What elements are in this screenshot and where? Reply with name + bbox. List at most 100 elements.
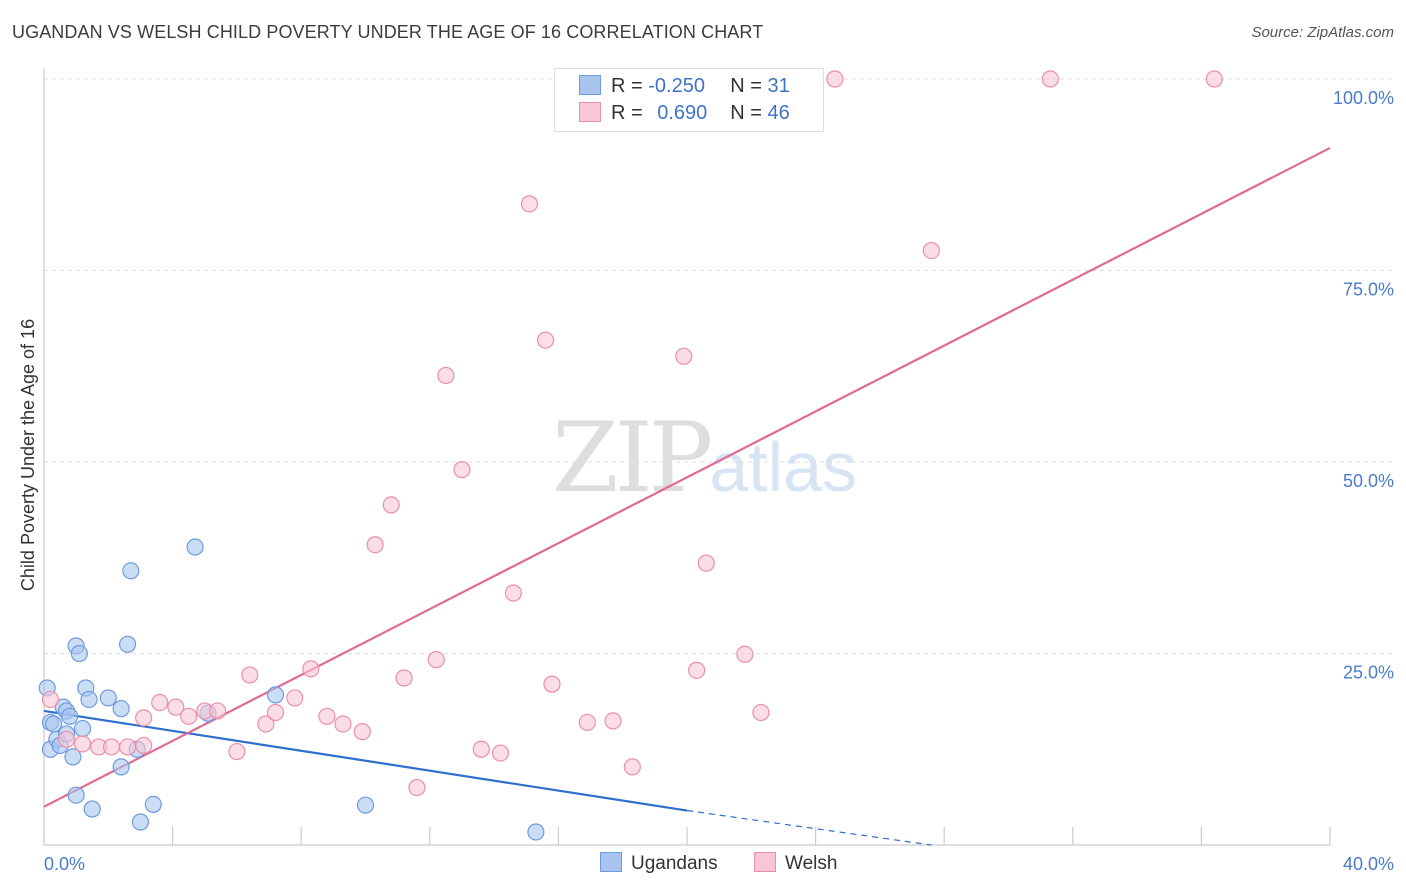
point-welsh [427,651,445,669]
point-welsh [922,241,940,260]
source-label: Source: ZipAtlas.com [1251,24,1394,41]
point-welsh [318,707,336,725]
y-tick-label: 75.0% [1343,280,1394,300]
chart-title: UGANDAN VS WELSH CHILD POVERTY UNDER THE… [12,22,764,42]
bottom-legend-swatch-welsh [754,852,776,872]
point-ugandans [70,644,88,663]
point-ugandans [266,686,285,704]
point-ugandans [73,719,92,738]
point-welsh [395,669,413,687]
point-welsh [209,702,227,720]
point-ugandans [64,748,82,766]
x-tick-label: 40.0% [1343,854,1394,874]
legend-swatch-ugandans [579,75,601,95]
point-welsh [366,536,384,554]
point-welsh [688,661,706,679]
point-ugandans [112,758,130,776]
point-ugandans [61,707,79,725]
point-welsh [1205,70,1223,88]
trend-line-ugandans [43,709,688,812]
point-welsh [41,690,60,709]
point-ugandans [67,786,85,804]
y-tick-label: 25.0% [1343,663,1394,683]
trend-line-extension-ugandans [686,809,932,846]
point-welsh [180,707,198,725]
legend-r-value: -0.250 [648,75,705,97]
point-welsh [266,703,285,722]
point-welsh [135,709,153,727]
point-welsh [697,554,715,572]
bottom-legend-ugandans: Ugandans [600,852,718,875]
point-welsh [408,778,426,797]
axes [43,68,1331,846]
y-tick-label: 50.0% [1343,471,1394,491]
point-welsh [504,584,522,602]
point-welsh [604,712,622,730]
data-points [38,70,1223,841]
point-welsh [118,738,137,756]
grid-lines [44,78,1394,654]
point-welsh [334,715,352,733]
bottom-legend-welsh: Welsh [754,852,837,875]
point-welsh [536,331,555,349]
point-welsh [623,758,641,776]
legend-r-label: R = [611,102,649,124]
trend-lines [43,146,1331,846]
watermark-zip: ZIP [552,402,713,514]
point-welsh [257,715,275,733]
point-welsh [135,736,153,755]
point-welsh [752,703,770,722]
point-welsh [578,713,596,732]
point-welsh [286,689,304,707]
point-welsh [543,675,561,693]
point-welsh [353,723,371,741]
point-welsh [491,744,510,762]
point-ugandans [131,813,150,831]
point-welsh [437,366,455,385]
point-welsh [151,693,169,712]
point-welsh [241,666,259,684]
point-welsh [520,195,539,213]
point-ugandans [356,796,375,814]
point-ugandans [118,635,137,653]
point-ugandans [80,690,98,709]
point-ugandans [527,823,545,841]
point-ugandans [186,538,204,556]
bottom-legend-swatch-ugandans [600,852,622,872]
point-welsh [736,645,754,663]
y-tick-label: 100.0% [1333,88,1394,108]
watermark: ZIPatlas [552,402,857,514]
trend-line-welsh [43,146,1331,808]
point-welsh [228,742,246,761]
legend-n-label: N = [730,75,768,97]
legend-r-value: 0.690 [657,102,708,124]
point-welsh [675,347,693,365]
legend-n-value: 31 [767,75,790,97]
stats-legend: R = -0.250 N = 31 R = 0.690 N = 46 [554,68,824,132]
point-welsh [453,461,471,479]
legend-swatch-welsh [579,102,601,122]
point-welsh [167,698,185,716]
legend-row-welsh: R = 0.690 N = 46 [579,102,790,126]
point-welsh [57,730,76,748]
axis-labels: 25.0% 50.0% 75.0% 100.0% 0.0% 40.0% Child Pove… [18,88,1394,874]
point-ugandans [112,700,130,718]
bottom-legend-label-ugandans: Ugandans [631,853,718,874]
legend-r-label: R = [611,75,649,97]
point-welsh [826,70,844,88]
point-welsh [1041,70,1059,88]
point-welsh [73,735,92,753]
legend-n-label: N = [730,102,768,124]
point-ugandans [99,689,117,707]
point-ugandans [122,562,140,580]
point-welsh [302,660,320,678]
y-axis-title: Child Poverty Under the Age of 16 [18,319,38,591]
bottom-legend-label-welsh: Welsh [785,853,838,874]
point-welsh [472,740,490,758]
point-ugandans [83,800,101,818]
x-tick-label: 0.0% [44,854,85,874]
point-ugandans [144,795,162,814]
point-welsh [382,496,400,514]
point-ugandans [45,715,63,733]
